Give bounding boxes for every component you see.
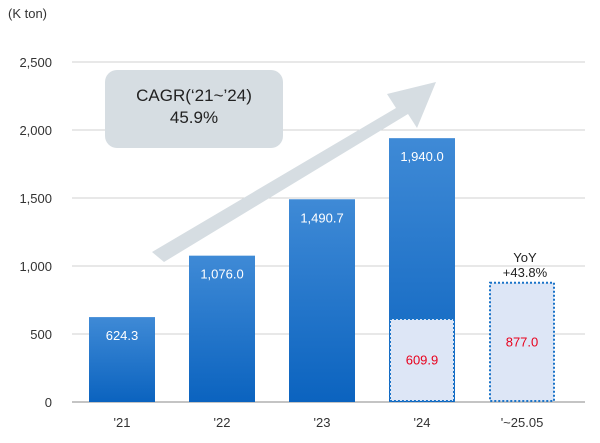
y-tick-label: 500 <box>30 327 52 342</box>
partial-value-label: 609.9 <box>406 353 439 368</box>
bars <box>89 138 555 402</box>
y-tick-label: 2,000 <box>19 123 52 138</box>
yoy-value: +43.8% <box>502 265 548 280</box>
growth-arrow <box>152 82 436 262</box>
y-tick-label: 2,500 <box>19 55 52 70</box>
partial-bar <box>389 318 455 402</box>
cagr-title: CAGR(‘21~’24) <box>136 86 252 105</box>
x-tick-label: '24 <box>414 415 431 430</box>
bar <box>89 317 155 402</box>
x-tick-label: '21 <box>114 415 131 430</box>
bar-value-label: 1,076.0 <box>200 267 243 282</box>
partial-bar <box>489 281 555 402</box>
labels: 0 500 1,000 1,500 2,000 2,500 624.3 '21 1,076.0 '… <box>19 55 543 430</box>
bar <box>189 255 255 402</box>
x-tick-label: '23 <box>314 415 331 430</box>
cagr-callout: CAGR(‘21~’24) 45.9% <box>105 70 283 148</box>
yoy-annotation: YoY +43.8% <box>488 250 562 280</box>
cagr-value: 45.9% <box>169 108 219 127</box>
bar-value-label: 624.3 <box>106 328 139 343</box>
bar-value-label: 1,490.7 <box>300 210 343 225</box>
y-tick-label: 0 <box>45 395 52 410</box>
y-unit-label: (K ton) <box>8 6 48 21</box>
yoy-title: YoY <box>513 250 537 265</box>
partial-value-label: 877.0 <box>506 334 539 349</box>
y-tick-label: 1,000 <box>19 259 52 274</box>
y-tick-label: 1,500 <box>19 191 52 206</box>
bar-value-label: 1,940.0 <box>400 149 443 164</box>
x-tick-label: '22 <box>214 415 231 430</box>
x-tick-label: '~25.05 <box>501 415 544 430</box>
bar <box>289 199 355 402</box>
